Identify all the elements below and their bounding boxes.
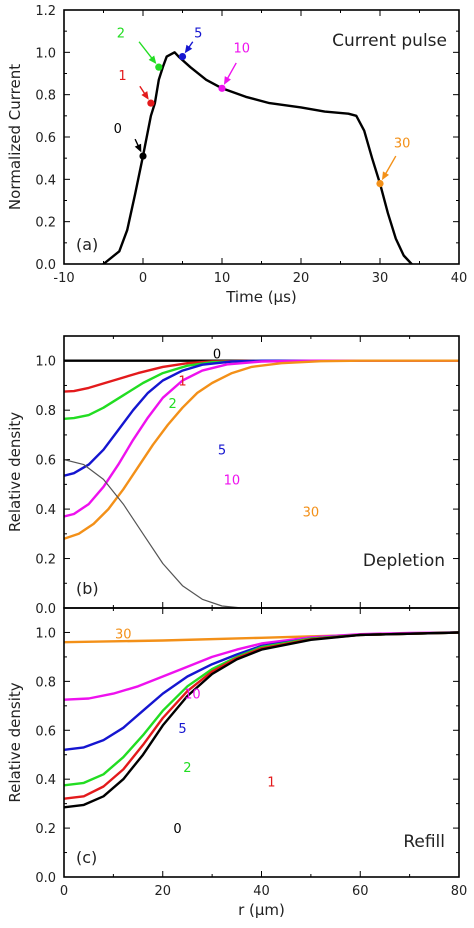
x-axis-title: r (µm) bbox=[238, 901, 285, 919]
marker-arrow-line bbox=[138, 41, 155, 62]
series-label: 2 bbox=[183, 761, 191, 776]
series-label: 0 bbox=[213, 347, 221, 362]
y-axis-title: Normalized Current bbox=[6, 64, 24, 210]
series-label: 5 bbox=[178, 722, 186, 737]
series-label: 30 bbox=[303, 506, 320, 521]
panel-tag: (b) bbox=[76, 579, 99, 598]
marker-arrow-head bbox=[141, 91, 149, 100]
x-tick-label: 20 bbox=[154, 884, 171, 899]
y-tick-label: 1.0 bbox=[35, 626, 56, 641]
x-tick-label: 10 bbox=[214, 271, 231, 286]
series-label: 30 bbox=[115, 628, 132, 643]
plot-frame bbox=[63, 607, 460, 878]
x-tick-label: 30 bbox=[372, 271, 389, 286]
marker-point bbox=[218, 84, 226, 92]
marker-point bbox=[147, 99, 155, 107]
panel-annotation: Depletion bbox=[363, 551, 445, 571]
series-label: 1 bbox=[267, 776, 275, 791]
y-tick-label: 0.8 bbox=[35, 404, 56, 419]
marker-arrow-head bbox=[148, 55, 157, 64]
series-label: 1 bbox=[178, 375, 186, 390]
x-axis-title: Time (µs) bbox=[225, 288, 297, 306]
series-label: 10 bbox=[224, 473, 241, 488]
marker-point bbox=[139, 152, 147, 160]
x-tick-label: 0 bbox=[60, 884, 68, 899]
series-label: 10 bbox=[184, 688, 201, 703]
marker-label: 0 bbox=[114, 122, 122, 137]
x-tick-label: 20 bbox=[293, 271, 310, 286]
series-line-2 bbox=[64, 359, 459, 420]
x-tick-label: -10 bbox=[53, 271, 74, 286]
marker-point bbox=[155, 63, 163, 71]
x-tick-label: 40 bbox=[451, 271, 468, 286]
marker-arrow-head bbox=[134, 143, 142, 153]
x-tick-label: 80 bbox=[451, 884, 468, 899]
marker-point bbox=[178, 52, 187, 61]
series-line-5 bbox=[64, 359, 459, 477]
chart-panel-2: 0.0 0.2 0.4 0.6 0.8 1.0 Relative density (b) Dep… bbox=[6, 335, 460, 617]
y-tick-label: 0.4 bbox=[35, 773, 56, 788]
marker-arrow-head bbox=[184, 44, 193, 54]
y-tick-label: 1.2 bbox=[35, 4, 56, 19]
series-line-10 bbox=[64, 359, 459, 518]
series-line-2 bbox=[64, 631, 459, 787]
y-tick-label: 0.6 bbox=[35, 454, 56, 469]
series-line-0 bbox=[64, 631, 459, 809]
series-line-reference bbox=[64, 459, 459, 608]
y-tick-label: 0.8 bbox=[35, 89, 56, 104]
x-tick-label: 0 bbox=[139, 271, 147, 286]
panel-tag: (a) bbox=[76, 235, 98, 254]
series-label: 5 bbox=[218, 444, 226, 459]
y-tick-label: 0.0 bbox=[35, 871, 56, 886]
plot-frame bbox=[63, 9, 460, 265]
y-tick-label: 0.6 bbox=[35, 724, 56, 739]
y-tick-label: 0.4 bbox=[35, 503, 56, 518]
series-line-30 bbox=[64, 359, 459, 540]
marker-label: 5 bbox=[194, 27, 202, 42]
y-tick-label: 0.8 bbox=[35, 675, 56, 690]
y-tick-label: 0.0 bbox=[35, 258, 56, 273]
y-tick-label: 1.0 bbox=[35, 46, 56, 61]
marker-label: 30 bbox=[394, 137, 411, 152]
y-axis-title: Relative density bbox=[6, 682, 24, 802]
panel-tag: (c) bbox=[76, 848, 97, 867]
y-tick-label: 0.4 bbox=[35, 173, 56, 188]
x-tick-label: 60 bbox=[352, 884, 369, 899]
marker-label: 2 bbox=[117, 27, 125, 42]
panel-annotation: Refill bbox=[403, 832, 445, 852]
marker-arrow-head bbox=[223, 76, 231, 85]
y-tick-label: 0.2 bbox=[35, 553, 56, 568]
marker-label: 10 bbox=[233, 41, 250, 56]
y-axis-title: Relative density bbox=[6, 412, 24, 532]
marker-arrow-head bbox=[381, 171, 390, 181]
marker-point bbox=[376, 179, 384, 188]
series-line-reference bbox=[102, 51, 413, 264]
x-tick-label: 40 bbox=[253, 884, 270, 899]
series-label: 0 bbox=[173, 822, 181, 837]
chart-panel-3: 0.00.20.40.60.81.00 20 40 60 80r (µm)Relativ… bbox=[6, 607, 468, 919]
y-tick-label: 0.2 bbox=[35, 822, 56, 837]
y-tick-label: 0.0 bbox=[35, 602, 56, 617]
series-line-1 bbox=[64, 631, 459, 800]
series-label: 2 bbox=[168, 397, 176, 412]
y-tick-label: 0.6 bbox=[35, 131, 56, 146]
panel-annotation: Current pulse bbox=[332, 31, 447, 51]
y-tick-label: 0.2 bbox=[35, 216, 56, 231]
y-tick-label: 1.0 bbox=[35, 355, 56, 370]
marker-label: 1 bbox=[118, 69, 126, 84]
